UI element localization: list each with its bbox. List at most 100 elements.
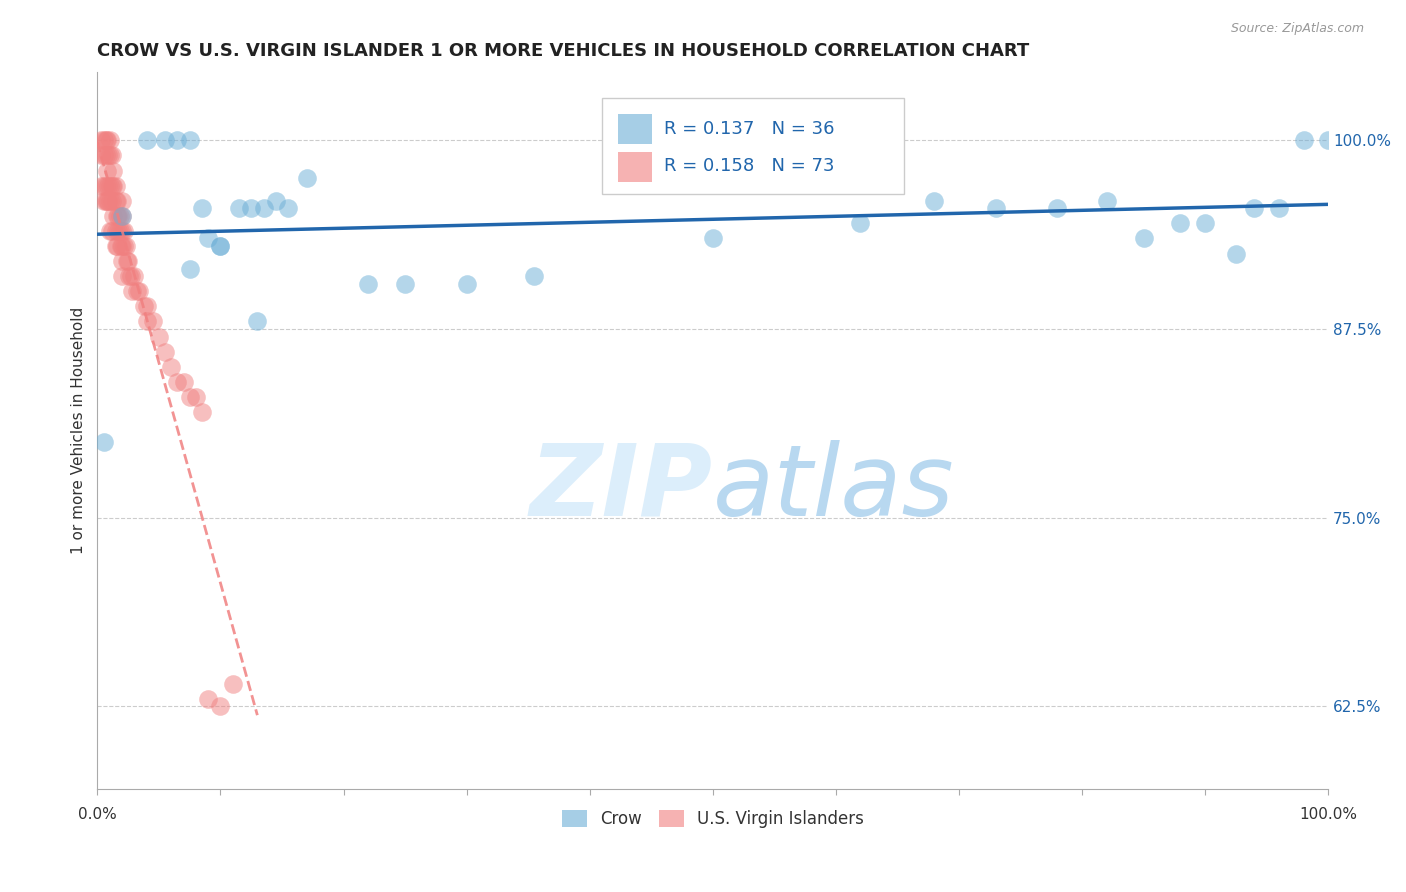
Point: [702, 231, 724, 245]
Point: [179, 261, 201, 276]
Text: atlas: atlas: [713, 440, 955, 537]
Point: [166, 133, 188, 147]
Point: [108, 224, 131, 238]
Point: [142, 314, 165, 328]
Point: [849, 216, 872, 230]
Point: [103, 178, 125, 193]
Point: [135, 299, 157, 313]
Point: [111, 209, 134, 223]
Point: [98, 148, 121, 162]
Point: [101, 148, 124, 162]
Point: [125, 284, 148, 298]
Point: [96, 133, 118, 147]
Y-axis label: 1 or more Vehicles in Household: 1 or more Vehicles in Household: [72, 307, 86, 555]
Point: [523, 269, 546, 284]
Point: [111, 209, 134, 223]
Point: [98, 133, 121, 147]
Point: [456, 277, 478, 291]
Point: [98, 224, 121, 238]
Point: [1243, 201, 1265, 215]
Point: [179, 390, 201, 404]
Point: [104, 239, 127, 253]
Bar: [619, 152, 652, 182]
Point: [111, 224, 134, 238]
Point: [90, 148, 112, 162]
Point: [93, 133, 115, 147]
Point: [107, 224, 129, 238]
Text: 100.0%: 100.0%: [1299, 807, 1357, 822]
Point: [94, 194, 117, 208]
Point: [246, 314, 269, 328]
Point: [252, 201, 274, 215]
Point: [209, 699, 232, 714]
Point: [97, 194, 120, 208]
Point: [97, 148, 120, 162]
Point: [1170, 216, 1192, 230]
Text: ZIP: ZIP: [530, 440, 713, 537]
Point: [101, 224, 124, 238]
Point: [93, 194, 115, 208]
Point: [114, 239, 136, 253]
Point: [124, 269, 146, 284]
Point: [111, 269, 134, 284]
Point: [228, 201, 250, 215]
Point: [984, 201, 1007, 215]
Point: [96, 194, 118, 208]
Point: [1046, 201, 1069, 215]
Point: [135, 314, 157, 328]
Point: [112, 224, 135, 238]
Point: [240, 201, 263, 215]
Point: [107, 209, 129, 223]
Point: [90, 178, 112, 193]
Point: [128, 284, 150, 298]
Point: [108, 209, 131, 223]
Point: [1317, 133, 1340, 147]
Legend: Crow, U.S. Virgin Islanders: Crow, U.S. Virgin Islanders: [555, 803, 870, 835]
Point: [134, 299, 156, 313]
Point: [118, 269, 141, 284]
Point: [153, 344, 176, 359]
Point: [105, 209, 128, 223]
Point: [97, 178, 120, 193]
Point: [93, 435, 115, 450]
Point: [98, 194, 121, 208]
Point: [93, 178, 115, 193]
Point: [197, 231, 219, 245]
Text: Source: ZipAtlas.com: Source: ZipAtlas.com: [1230, 22, 1364, 36]
Point: [179, 133, 201, 147]
Point: [94, 178, 117, 193]
Point: [111, 239, 134, 253]
Point: [104, 178, 127, 193]
Point: [135, 133, 157, 147]
Point: [209, 239, 232, 253]
Point: [295, 171, 318, 186]
Point: [111, 194, 134, 208]
Point: [96, 163, 118, 178]
Point: [117, 254, 139, 268]
Point: [111, 254, 134, 268]
Point: [94, 133, 117, 147]
Point: [197, 691, 219, 706]
Point: [105, 194, 128, 208]
Point: [103, 209, 125, 223]
Point: [112, 239, 135, 253]
Text: R = 0.158   N = 73: R = 0.158 N = 73: [664, 157, 834, 176]
Bar: [619, 114, 652, 145]
Point: [98, 178, 121, 193]
Point: [1225, 246, 1247, 260]
Point: [1292, 133, 1315, 147]
Point: [394, 277, 416, 291]
Point: [160, 359, 183, 374]
Point: [90, 133, 112, 147]
Point: [121, 284, 143, 298]
Point: [104, 194, 127, 208]
Point: [120, 269, 142, 284]
Point: [153, 133, 176, 147]
Point: [222, 676, 245, 690]
Point: [922, 194, 945, 208]
Point: [191, 201, 214, 215]
Point: [277, 201, 299, 215]
Point: [93, 148, 115, 162]
Point: [94, 148, 117, 162]
Point: [1194, 216, 1216, 230]
